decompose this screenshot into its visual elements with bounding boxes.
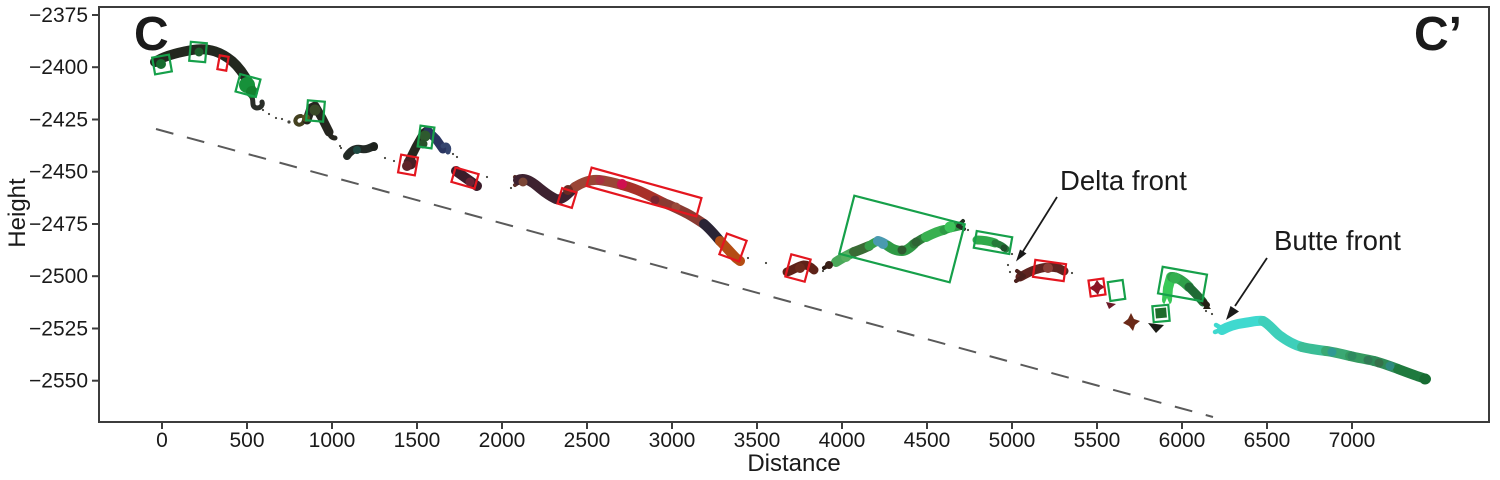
svg-text:7000: 7000 (1329, 429, 1376, 452)
svg-text:C: C (134, 8, 169, 61)
svg-text:Height: Height (4, 178, 31, 248)
svg-text:0: 0 (156, 429, 168, 452)
svg-text:4500: 4500 (904, 429, 951, 452)
svg-text:4000: 4000 (819, 429, 866, 452)
svg-text:C’: C’ (1414, 8, 1462, 61)
svg-text:3000: 3000 (649, 429, 696, 452)
svg-text:2500: 2500 (564, 429, 611, 452)
svg-text:−2475: −2475 (29, 213, 88, 236)
svg-text:Delta front: Delta front (1060, 165, 1187, 196)
svg-text:−2425: −2425 (29, 109, 88, 132)
svg-text:−2550: −2550 (29, 370, 88, 393)
svg-text:Distance: Distance (747, 450, 840, 477)
svg-text:1500: 1500 (394, 429, 441, 452)
svg-text:3500: 3500 (734, 429, 781, 452)
svg-text:1000: 1000 (309, 429, 356, 452)
svg-text:6000: 6000 (1159, 429, 1206, 452)
svg-text:−2500: −2500 (29, 265, 88, 288)
svg-text:−2400: −2400 (29, 56, 88, 79)
svg-text:5000: 5000 (989, 429, 1036, 452)
svg-text:5500: 5500 (1074, 429, 1121, 452)
svg-text:6500: 6500 (1244, 429, 1291, 452)
svg-text:−2375: −2375 (29, 4, 88, 27)
svg-text:2000: 2000 (479, 429, 526, 452)
svg-text:−2525: −2525 (29, 318, 88, 341)
svg-text:500: 500 (229, 429, 264, 452)
svg-text:−2450: −2450 (29, 161, 88, 184)
svg-text:Butte front: Butte front (1274, 225, 1401, 256)
